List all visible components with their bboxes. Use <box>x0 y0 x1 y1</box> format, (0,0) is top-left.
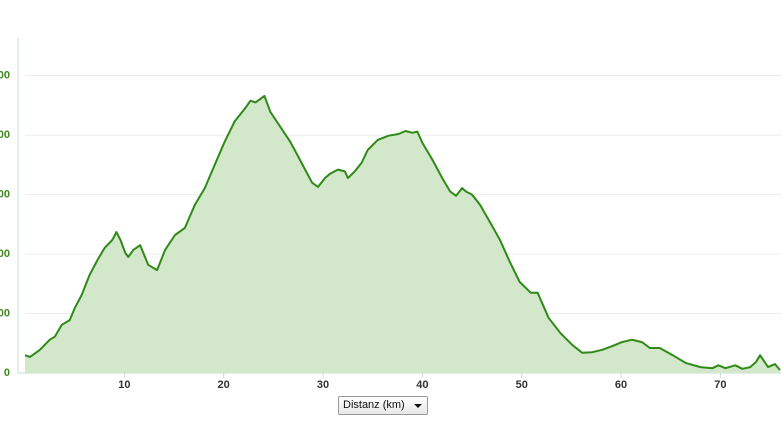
area-fill <box>25 95 780 374</box>
x-tick-label: 30 <box>317 379 329 391</box>
y-tick-label: 00 <box>0 248 10 260</box>
y-tick-label: 0 <box>4 367 10 379</box>
x-tick-label: 60 <box>615 379 627 391</box>
x-tick-label: 40 <box>416 379 428 391</box>
y-tick-label: 00 <box>0 307 10 319</box>
x-tick-label: 20 <box>218 379 230 391</box>
elevation-line <box>24 94 781 371</box>
y-tick-label: 00 <box>0 129 10 141</box>
y-tick-label: 00 <box>0 70 10 82</box>
x-tick-label: 70 <box>714 379 726 391</box>
y-tick-label: 00 <box>0 189 10 201</box>
x-tick-label: 10 <box>118 379 130 391</box>
x-axis-dropdown[interactable]: Distanz (km) <box>338 396 428 415</box>
x-tick-label: 50 <box>516 379 528 391</box>
